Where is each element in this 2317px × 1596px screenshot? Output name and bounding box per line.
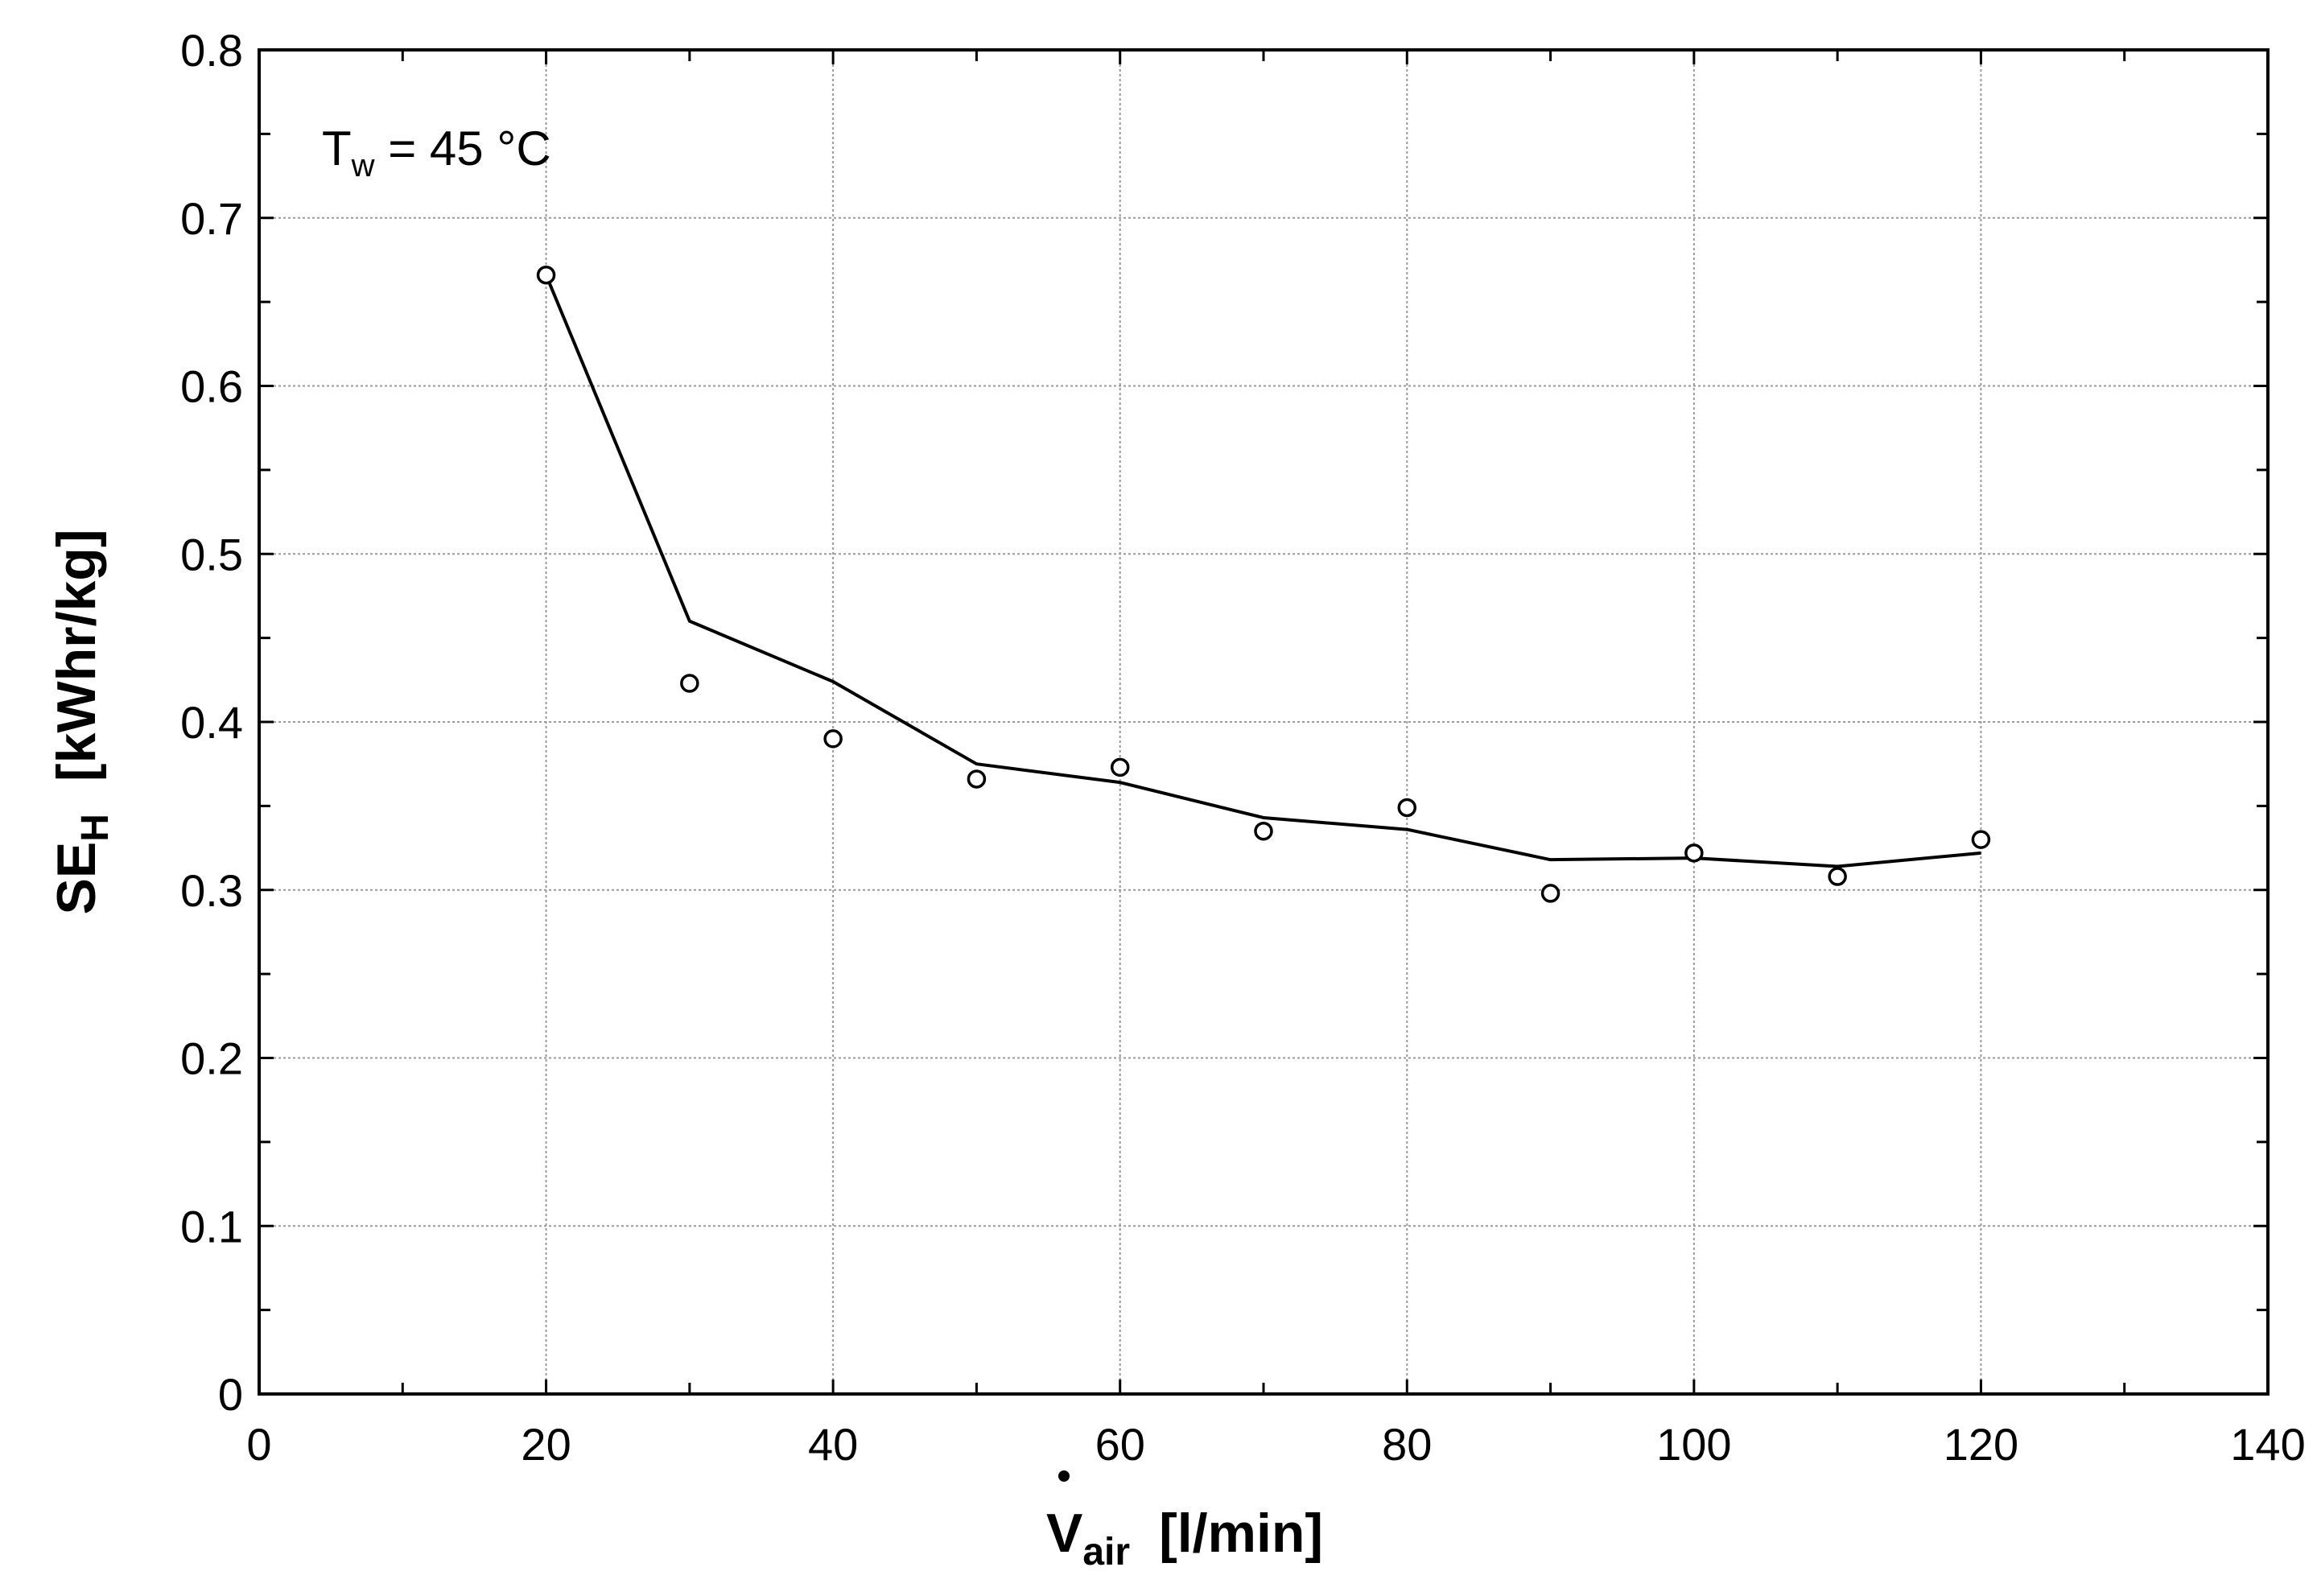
fit-line xyxy=(544,274,1981,868)
grid-lines xyxy=(259,50,2268,1394)
x-tick-label: 40 xyxy=(808,1419,858,1470)
data-point xyxy=(1397,798,1417,818)
y-tick-label: 0.4 xyxy=(180,697,243,748)
data-point xyxy=(536,265,556,285)
y-tick-label: 0.7 xyxy=(180,193,243,244)
y-tick-label: 0.2 xyxy=(180,1033,243,1084)
x-axis-title-text: Vair [l/min] xyxy=(1046,1503,1323,1573)
annotation-temperature: Tw = 45 °C xyxy=(322,122,551,184)
y-tick-label: 0.6 xyxy=(180,361,243,412)
annotation-sub: w xyxy=(351,148,375,184)
series-layer xyxy=(536,265,1991,903)
y-tick-label: 0.5 xyxy=(180,529,243,579)
data-point xyxy=(1971,830,1991,849)
x-tick-label: 0 xyxy=(246,1419,271,1470)
data-point xyxy=(1254,821,1273,841)
x-axis-title-unit: [l/min] xyxy=(1159,1503,1323,1564)
x-tick-label: 80 xyxy=(1382,1419,1432,1470)
x-tick-label: 60 xyxy=(1095,1419,1145,1470)
x-tick-label: 140 xyxy=(2230,1419,2305,1470)
x-axis-title-sub: air xyxy=(1082,1531,1130,1573)
x-axis-title: Vair [l/min] xyxy=(1046,1470,1323,1573)
y-axis-title-sub: H xyxy=(74,814,117,842)
tick-labels: 0 20 40 60 80 100 120 140 0 0.1 0.2 0.3 0.4 0.5 0.6 0.7… xyxy=(180,25,2306,1470)
data-point xyxy=(1828,867,1847,886)
annotation-base: T xyxy=(322,122,352,175)
annotation-rest: = 45 °C xyxy=(375,122,551,175)
data-point xyxy=(1684,843,1704,863)
plot-frame xyxy=(258,48,2270,1396)
x-tick-label: 20 xyxy=(521,1419,571,1470)
data-point xyxy=(680,674,699,693)
y-axis-title-base: SE xyxy=(46,842,107,915)
x-tick-label: 120 xyxy=(1944,1419,2018,1470)
x-axis-title-base: V xyxy=(1046,1503,1082,1564)
data-point xyxy=(1540,884,1560,903)
y-axis-title-unit: [kWhr/kg] xyxy=(46,530,107,782)
y-tick-label: 0.1 xyxy=(180,1201,243,1252)
data-point xyxy=(967,769,987,789)
data-point xyxy=(1110,757,1130,777)
y-tick-label: 0.3 xyxy=(180,865,243,916)
y-axis-title: SEH [kWhr/kg] xyxy=(46,530,117,915)
y-tick-label: 0 xyxy=(218,1369,243,1420)
x-axis-title-dot xyxy=(1058,1470,1070,1482)
x-tick-label: 100 xyxy=(1656,1419,1731,1470)
y-tick-label: 0.8 xyxy=(180,25,243,76)
data-point xyxy=(823,729,843,749)
